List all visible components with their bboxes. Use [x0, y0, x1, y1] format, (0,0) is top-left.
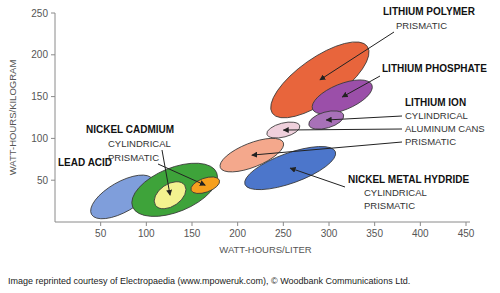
x-tick: [329, 222, 330, 226]
region-title: NICKEL METAL HYDRIDE: [348, 174, 469, 185]
x-tick: [146, 222, 147, 226]
arrow: [283, 129, 402, 130]
region-label: ALUMINUM CANS: [405, 123, 485, 134]
y-axis-label: WATT-HOURS/KILOGRAM: [7, 60, 18, 176]
x-tick: [374, 222, 375, 226]
x-tick: [466, 222, 467, 226]
x-tick: [420, 222, 421, 226]
chart: 50 100 150 200 250 300 350 400 450 50 100 150 200 250…: [0, 0, 500, 293]
y-tick-label: 200: [31, 49, 48, 60]
y-tick: [51, 96, 55, 97]
y-tick: [51, 13, 55, 14]
arrow: [162, 150, 170, 195]
y-tick-label: 150: [31, 91, 48, 102]
arrow: [290, 168, 345, 187]
y-tick: [51, 54, 55, 55]
credit: Image reprinted courtesy of Electropaedi…: [8, 276, 410, 286]
x-tick-label: 300: [321, 228, 338, 239]
region-title: LITHIUM PHOSPHATE: [382, 63, 487, 74]
y-axis: [55, 13, 56, 222]
arrow: [252, 142, 402, 155]
x-tick: [100, 222, 101, 226]
arrows: [158, 32, 402, 195]
x-tick-label: 150: [184, 228, 201, 239]
y-tick-label: 250: [31, 8, 48, 19]
region-title: NICKEL CADMIUM: [86, 124, 174, 135]
region-label: PRISMATIC: [405, 136, 456, 147]
x-tick-label: 400: [412, 228, 429, 239]
x-tick-label: 200: [229, 228, 246, 239]
region-label: CYLINDRICAL: [364, 187, 427, 198]
x-tick: [192, 222, 193, 226]
region-title: LEAD ACID: [58, 157, 112, 168]
region-label: PRISMATIC: [364, 200, 415, 211]
arrow: [342, 76, 380, 97]
background: [0, 0, 500, 293]
y-tick: [51, 138, 55, 139]
regions: [84, 28, 380, 222]
labels: LEAD ACID NICKEL CADMIUM CYLINDRICAL PRISMA…: [58, 6, 487, 211]
x-tick-label: 250: [275, 228, 292, 239]
x-tick-label: 450: [458, 228, 475, 239]
x-tick-label: 50: [95, 228, 107, 239]
x-tick-label: 350: [366, 228, 383, 239]
y-tick-label: 100: [31, 133, 48, 144]
region-label: PRISMATIC: [396, 20, 447, 31]
region-label: CYLINDRICAL: [108, 138, 171, 149]
region-title: LITHIUM ION: [405, 97, 466, 108]
region-label: CYLINDRICAL: [405, 110, 468, 121]
x-axis: [55, 222, 470, 223]
region-title: LITHIUM POLYMER: [383, 6, 476, 17]
y-tick: [51, 180, 55, 181]
region-label: PRISMATIC: [108, 152, 159, 163]
y-tick-label: 50: [37, 175, 49, 186]
x-tick: [237, 222, 238, 226]
arrow: [158, 164, 205, 185]
arrow: [326, 116, 402, 120]
x-tick: [283, 222, 284, 226]
x-axis-label: WATT-HOURS/LITER: [219, 244, 312, 255]
x-tick-label: 100: [138, 228, 155, 239]
